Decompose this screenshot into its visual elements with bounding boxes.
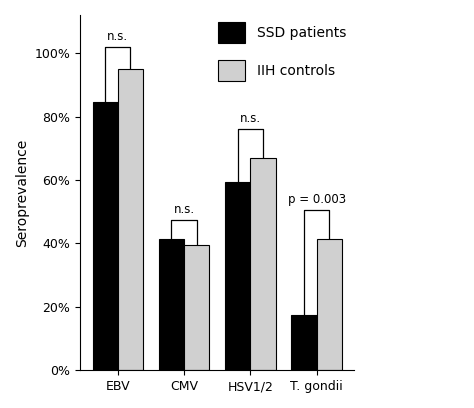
Bar (118, 69, 143, 370)
Bar (92, 102, 118, 370)
Bar (292, 315, 317, 370)
Text: p = 0.003: p = 0.003 (288, 193, 346, 206)
Text: n.s.: n.s. (173, 203, 195, 216)
Text: n.s.: n.s. (240, 112, 261, 125)
Bar (225, 182, 250, 370)
Y-axis label: Seroprevalence: Seroprevalence (15, 138, 29, 247)
Bar (184, 245, 210, 370)
Bar (250, 158, 275, 370)
Bar (317, 239, 342, 370)
Legend: SSD patients, IIH controls: SSD patients, IIH controls (211, 15, 353, 88)
Bar (159, 239, 184, 370)
Text: n.s.: n.s. (107, 30, 128, 43)
